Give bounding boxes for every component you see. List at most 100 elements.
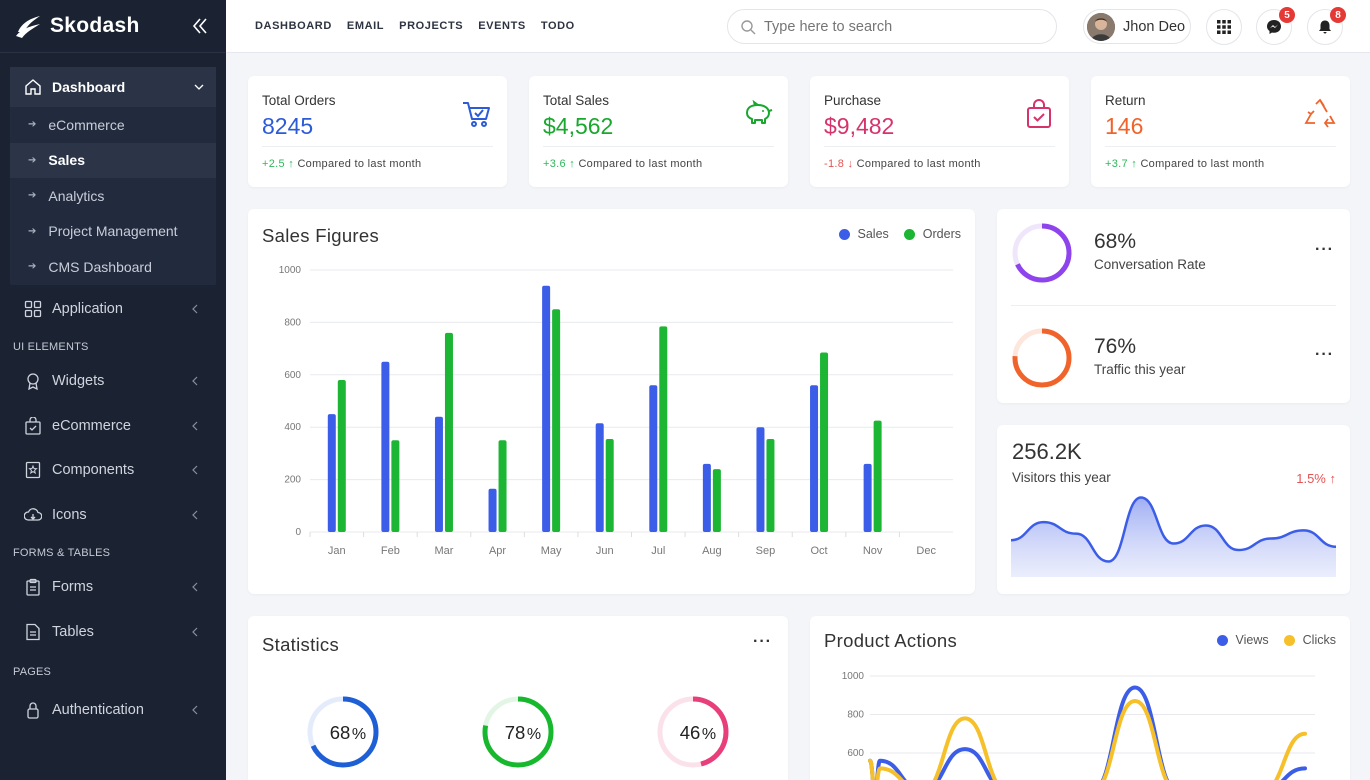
topnav-email[interactable]: EMAIL bbox=[346, 20, 385, 32]
topnav-dashboard[interactable]: DASHBOARD bbox=[255, 20, 332, 32]
bar-sales bbox=[810, 385, 819, 532]
sidebar-subitem-label: eCommerce bbox=[48, 116, 125, 133]
arrow-right-icon: ➔ bbox=[28, 261, 37, 273]
sidebar-item-forms[interactable]: Forms bbox=[0, 565, 226, 610]
legend-item-views[interactable]: Views bbox=[1216, 633, 1269, 647]
search-input[interactable] bbox=[764, 18, 1034, 35]
bookmark-star-icon bbox=[25, 462, 41, 479]
stat-compare: Compared to last month bbox=[1140, 158, 1265, 170]
x-tick-label: Jun bbox=[596, 545, 614, 557]
x-tick-label: Oct bbox=[810, 545, 827, 557]
bar-orders bbox=[337, 380, 346, 532]
rates-card: 68% Conversation Rate ··· 76% Traffic th… bbox=[997, 209, 1350, 403]
stat-compare: Compared to last month bbox=[297, 158, 422, 170]
messenger-icon bbox=[1267, 20, 1281, 34]
more-options-icon[interactable]: ··· bbox=[753, 633, 772, 650]
apps-button[interactable] bbox=[1206, 9, 1242, 45]
ring-progress bbox=[1012, 328, 1072, 388]
divider bbox=[824, 146, 1055, 147]
ring-value: 46 bbox=[680, 722, 701, 743]
legend-item-orders[interactable]: Orders bbox=[903, 227, 961, 241]
sidebar-subitem-label: Analytics bbox=[48, 187, 105, 204]
bar-orders bbox=[766, 438, 775, 532]
bar-sales bbox=[434, 416, 443, 532]
apps-grid-icon bbox=[1217, 20, 1231, 34]
y-tick-label: 800 bbox=[284, 317, 301, 328]
sidebar-item-widgets[interactable]: Widgets bbox=[0, 359, 226, 404]
divider bbox=[262, 146, 493, 147]
sidebar-item-dashboard[interactable]: Dashboard bbox=[10, 67, 216, 107]
notifications-badge: 8 bbox=[1330, 7, 1346, 23]
search-box[interactable] bbox=[727, 9, 1057, 44]
x-tick-label: Sep bbox=[756, 545, 776, 557]
bar-orders bbox=[391, 440, 400, 532]
card-title: Statistics bbox=[262, 634, 340, 655]
more-options-icon[interactable]: ··· bbox=[1315, 241, 1334, 258]
legend-item-sales[interactable]: Sales bbox=[838, 227, 889, 241]
x-tick-label: Nov bbox=[863, 545, 883, 557]
ring-percent-sign: % bbox=[527, 726, 541, 743]
visitors-value: 256.2K bbox=[1012, 439, 1082, 464]
collapse-sidebar-icon[interactable] bbox=[190, 16, 210, 36]
sidebar-subitem-analytics[interactable]: ➔ Analytics bbox=[10, 178, 216, 214]
stat-footer: +3.6 ↑ Compared to last month bbox=[543, 158, 702, 170]
area-fill bbox=[1011, 497, 1336, 577]
sales-figures-card: Sales Figures Sales Orders 0 200 400 600 800… bbox=[248, 209, 975, 594]
cloud-download-icon bbox=[24, 507, 42, 521]
user-name: Jhon Deo bbox=[1123, 18, 1186, 35]
stat-change: -1.8 bbox=[824, 158, 845, 170]
line-clicks bbox=[868, 699, 1307, 780]
sidebar-subitem-label: Project Management bbox=[48, 223, 178, 240]
sidebar-item-label: eCommerce bbox=[52, 417, 131, 434]
divider bbox=[543, 146, 774, 147]
sidebar-item-components[interactable]: Components bbox=[0, 448, 226, 493]
sidebar-item-tables[interactable]: Tables bbox=[0, 610, 226, 655]
more-options-icon[interactable]: ··· bbox=[1315, 346, 1334, 363]
stat-compare: Compared to last month bbox=[856, 158, 981, 170]
notifications-button[interactable]: 8 bbox=[1307, 7, 1346, 45]
grid-icon bbox=[24, 300, 42, 317]
sidebar-item-ecommerce[interactable]: eCommerce bbox=[0, 404, 226, 449]
arrow-right-icon: ➔ bbox=[28, 225, 37, 237]
stat-card-total-orders: Total Orders 8245 +2.5 ↑ Compared to las… bbox=[248, 76, 507, 187]
sidebar-item-authentication[interactable]: Authentication bbox=[0, 688, 226, 733]
shopping-bag-icon bbox=[1027, 99, 1051, 128]
legend-label: Views bbox=[1235, 633, 1269, 647]
sidebar-subitem-ecommerce[interactable]: ➔ eCommerce bbox=[10, 107, 216, 143]
top-header: DASHBOARD EMAIL PROJECTS EVENTS TODO Jho… bbox=[226, 0, 1370, 53]
topnav-projects[interactable]: PROJECTS bbox=[399, 20, 464, 32]
sidebar-subitem-sales[interactable]: ➔ Sales bbox=[10, 142, 216, 178]
shopping-bag-icon bbox=[25, 416, 41, 435]
sidebar-subitem-project-management[interactable]: ➔ Project Management bbox=[10, 214, 216, 250]
stat-compare: Compared to last month bbox=[578, 158, 703, 170]
sidebar-subitem-cms-dashboard[interactable]: ➔ CMS Dashboard bbox=[10, 249, 216, 285]
rate-value: 68% bbox=[1094, 230, 1137, 253]
arrow-right-icon: ➔ bbox=[28, 154, 37, 166]
product-actions-card: Product Actions Views Clicks 600 800 1000 bbox=[810, 616, 1350, 780]
ring-progress bbox=[307, 696, 379, 768]
bar-orders bbox=[605, 438, 614, 532]
section-label-ui-elements: UI ELEMENTS bbox=[13, 341, 89, 353]
x-tick-label: Apr bbox=[489, 545, 506, 557]
y-tick-label: 600 bbox=[284, 370, 301, 381]
topnav-events[interactable]: EVENTS bbox=[478, 20, 526, 32]
x-tick-label: Dec bbox=[916, 545, 936, 557]
lock-icon bbox=[27, 702, 39, 719]
bar-sales bbox=[595, 423, 604, 532]
sidebar-item-label: Dashboard bbox=[52, 79, 126, 95]
x-tick-label: Jan bbox=[328, 545, 346, 557]
rate-value: 76% bbox=[1094, 335, 1137, 358]
bar-orders bbox=[498, 440, 507, 532]
sidebar-item-application[interactable]: Application bbox=[0, 287, 226, 332]
user-menu[interactable]: Jhon Deo bbox=[1083, 9, 1191, 44]
piggy-bank-icon bbox=[746, 99, 773, 124]
topnav-todo[interactable]: TODO bbox=[540, 20, 575, 32]
bell-icon bbox=[1319, 20, 1331, 34]
ring-progress bbox=[1012, 223, 1072, 283]
sidebar-item-icons[interactable]: Icons bbox=[0, 493, 226, 538]
legend-item-clicks[interactable]: Clicks bbox=[1283, 633, 1336, 647]
award-icon bbox=[27, 373, 39, 391]
bar-orders bbox=[444, 332, 453, 532]
y-tick-label: 0 bbox=[295, 527, 301, 538]
messages-button[interactable]: 5 bbox=[1256, 7, 1295, 45]
